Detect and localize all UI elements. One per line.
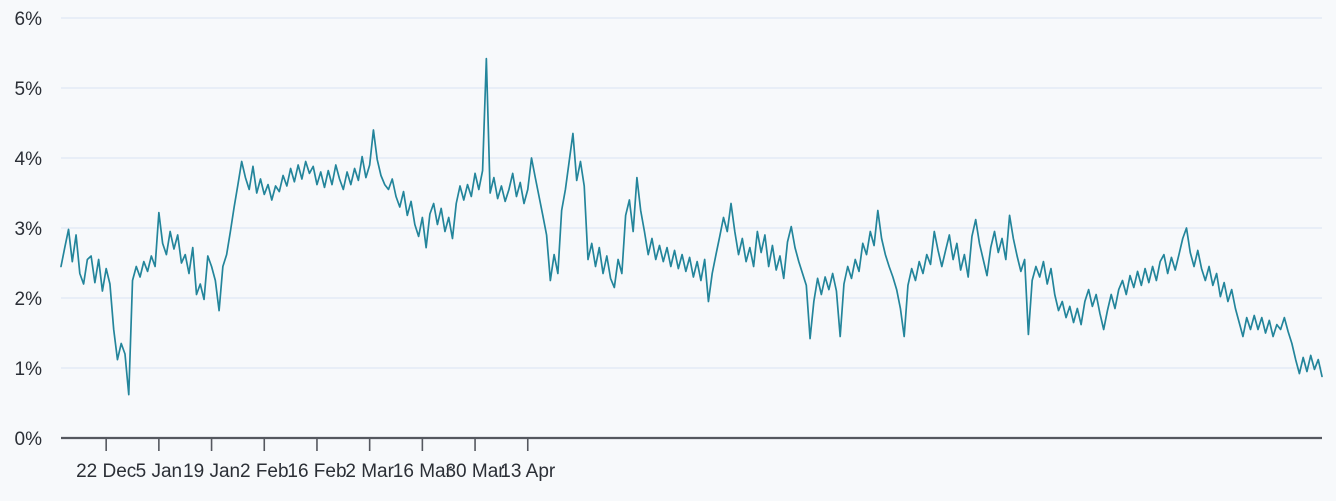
y-tick-label: 1%: [15, 359, 43, 380]
series-line-value: [60, 57, 1323, 396]
gridlines: [61, 17, 1322, 369]
x-tick-label: 30 Mar: [445, 461, 505, 482]
x-tick-label: 16 Mar: [393, 461, 453, 482]
y-tick-label: 4%: [15, 149, 43, 170]
x-tick-label: 2 Feb: [240, 461, 289, 482]
x-tick-label: 13 Apr: [500, 461, 556, 482]
x-axis: [61, 436, 1322, 451]
y-tick-label: 2%: [15, 289, 43, 310]
y-axis-labels: 0% 1% 2% 3% 4% 5% 6%: [15, 9, 43, 450]
data-series: [60, 57, 1323, 396]
x-tick-label: 2 Mar: [345, 461, 394, 482]
x-tick-label: 22 Dec: [76, 461, 136, 482]
x-tick-label: 19 Jan: [183, 461, 240, 482]
x-tick-label: 16 Feb: [287, 461, 346, 482]
y-tick-label: 3%: [15, 219, 43, 240]
y-tick-label: 6%: [15, 9, 43, 30]
y-tick-label: 5%: [15, 79, 43, 100]
x-tick-label: 5 Jan: [136, 461, 182, 482]
y-tick-label: 0%: [15, 429, 43, 450]
